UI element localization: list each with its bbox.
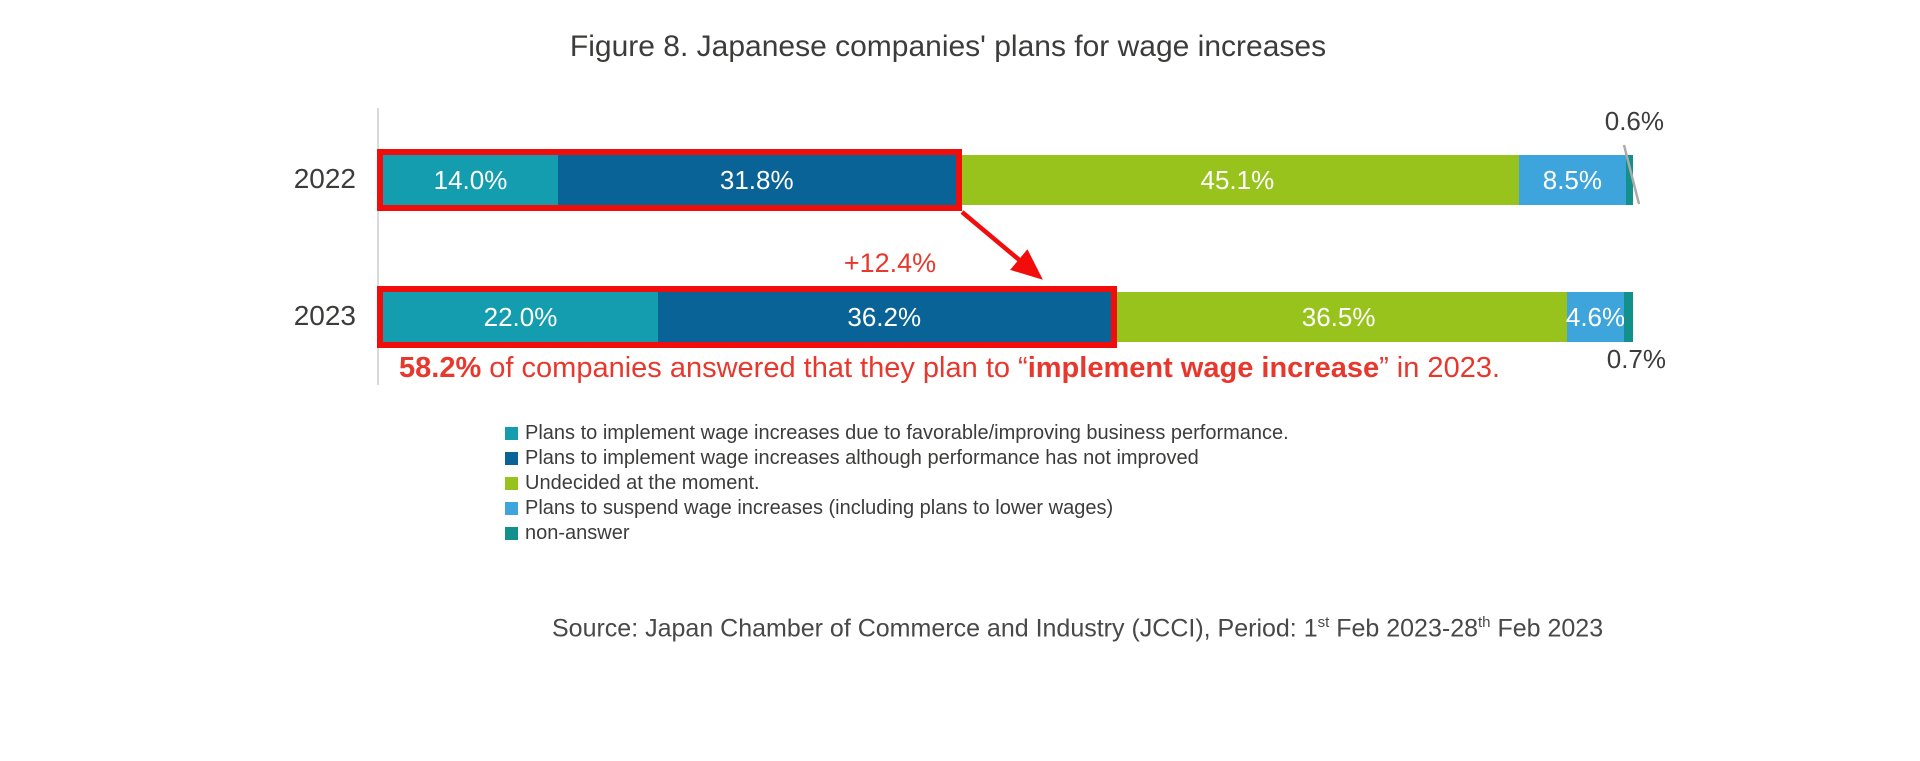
legend-swatch-icon — [505, 452, 518, 465]
bar-segment — [1625, 155, 1633, 205]
segment-value-label: 45.1% — [1200, 164, 1275, 195]
legend-label: Plans to suspend wage increases (includi… — [525, 497, 1114, 519]
note-text-end: ” in 2023. — [1379, 352, 1501, 384]
legend-label: Plans to implement wage increases due to… — [525, 422, 1289, 444]
note-text-mid: of companies answered that they plan to … — [481, 352, 1028, 384]
legend-swatch-icon — [505, 502, 518, 515]
increase-arrow-icon — [960, 210, 1043, 280]
legend-label: non-answer — [525, 522, 630, 544]
delta-label: +12.4% — [843, 248, 937, 278]
bar-segment: 31.8% — [558, 155, 956, 205]
segment-value-label: 8.5% — [1542, 164, 1602, 195]
legend-item: Undecided at the moment. — [505, 471, 1289, 496]
legend-label: Plans to implement wage increases althou… — [525, 447, 1199, 469]
source-text-3: Feb 2023 — [1490, 614, 1604, 643]
chart-title: Figure 8. Japanese companies' plans for … — [569, 30, 1327, 63]
legend-swatch-icon — [505, 477, 518, 490]
outside-value-label-2022: 0.6% — [1604, 106, 1664, 136]
segment-value-label: 36.2% — [847, 301, 922, 332]
bar-segment: 4.6% — [1565, 292, 1626, 342]
bar-segment: 14.0% — [383, 155, 558, 205]
legend-swatch-icon — [505, 527, 518, 540]
legend-label: Undecided at the moment. — [525, 472, 760, 494]
bar-segment: 45.1% — [955, 155, 1520, 205]
bar-segment: 36.2% — [658, 292, 1111, 342]
legend: Plans to implement wage increases due to… — [505, 421, 1289, 546]
source-sup-th: th — [1478, 614, 1491, 631]
leader-line-icon — [1622, 144, 1641, 205]
y-axis-line — [377, 108, 379, 385]
segment-value-label: 14.0% — [433, 164, 508, 195]
bar-segment — [1624, 292, 1633, 342]
legend-item: Plans to implement wage increases althou… — [505, 446, 1289, 471]
segment-value-label: 4.6% — [1565, 301, 1626, 332]
category-label-2022: 2022 — [293, 163, 356, 194]
bar-segment: 36.5% — [1110, 292, 1567, 342]
segment-value-label: 36.5% — [1301, 301, 1376, 332]
highlight-note: 58.2% of companies answered that they pl… — [399, 352, 1500, 385]
legend-item: Plans to suspend wage increases (includi… — [505, 496, 1289, 521]
source-text-1: Source: Japan Chamber of Commerce and In… — [552, 614, 1318, 643]
bar-segment: 8.5% — [1519, 155, 1626, 205]
segment-value-label: 31.8% — [719, 164, 794, 195]
legend-swatch-icon — [505, 427, 518, 440]
note-quoted-bold: implement wage increase — [1027, 352, 1380, 384]
legend-item: non-answer — [505, 521, 1289, 546]
source-text-2: Feb 2023-28 — [1329, 614, 1478, 643]
category-label-2023: 2023 — [293, 300, 356, 331]
segment-value-label: 22.0% — [483, 301, 558, 332]
outside-value-label-2023: 0.7% — [1606, 344, 1666, 374]
legend-item: Plans to implement wage increases due to… — [505, 421, 1289, 446]
stacked-bar-2022: 14.0% 31.8% 45.1% 8.5% — [377, 149, 1633, 211]
source-sup-st: st — [1317, 614, 1330, 631]
note-percentage: 58.2% — [399, 352, 482, 384]
bar-segment: 22.0% — [383, 292, 658, 342]
source-note: Source: Japan Chamber of Commerce and In… — [552, 614, 1603, 643]
